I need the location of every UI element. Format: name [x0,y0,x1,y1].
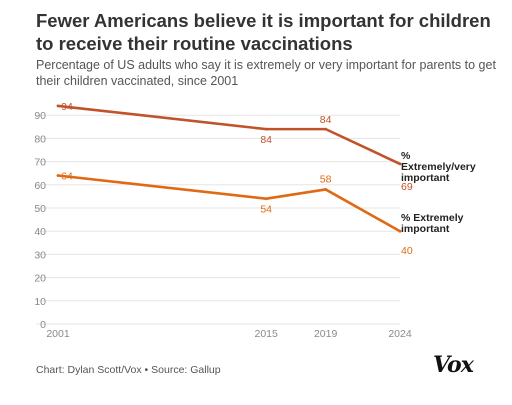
data-point [398,162,402,166]
chart-credit: Chart: Dylan Scott/Vox • Source: Gallup [36,364,221,376]
data-point [324,127,328,131]
data-label: 94 [61,101,73,113]
data-label: 64 [61,171,73,183]
data-label: 84 [320,114,332,126]
data-label: 54 [260,204,272,216]
series-label-2: % Extremely important [401,212,464,235]
series-layer [56,104,402,233]
x-tick-label: 2019 [314,328,338,340]
y-tick-label: 20 [34,273,46,285]
y-tick-label: 30 [34,249,46,261]
data-point [398,229,402,233]
y-tick-label: 0 [40,319,46,331]
y-tick-label: 50 [34,203,46,215]
y-tick-label: 90 [34,110,46,122]
chart-title: Fewer Americans believe it is important … [36,10,491,54]
y-tick-label: 10 [34,296,46,308]
x-tick-label: 2001 [46,328,70,340]
data-label: 84 [260,134,272,146]
series-label-1: % Extremely/very important [401,150,476,184]
y-tick-label: 80 [34,133,46,145]
data-point [264,197,268,201]
y-tick-label: 40 [34,226,46,238]
x-tick-label: 2024 [388,328,412,340]
chart-subtitle: Percentage of US adults who say it is ex… [36,58,496,88]
x-tick-label: 2015 [254,328,278,340]
data-point [324,188,328,191]
data-label: 58 [320,173,332,185]
data-point [56,174,60,177]
data-label: 69 [401,181,413,193]
data-point [264,127,268,131]
label-layer: 94 84 84 69% Extremely/very important 64 54 58 40… [61,101,476,257]
grid-layer [36,114,400,325]
axis-layer: 0 10 20 30 40 50 60 70 80 90 2001 2015 2019 2024 [34,110,412,340]
series-line-1 [56,104,402,166]
y-tick-label: 70 [34,157,46,169]
data-label: 40 [401,245,413,257]
y-tick-label: 60 [34,180,46,192]
vox-logo: Vox [433,352,474,378]
series-line-2 [56,174,402,233]
data-point [56,104,60,108]
